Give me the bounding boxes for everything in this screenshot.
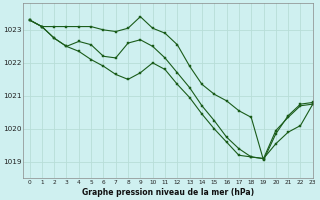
X-axis label: Graphe pression niveau de la mer (hPa): Graphe pression niveau de la mer (hPa) (82, 188, 254, 197)
